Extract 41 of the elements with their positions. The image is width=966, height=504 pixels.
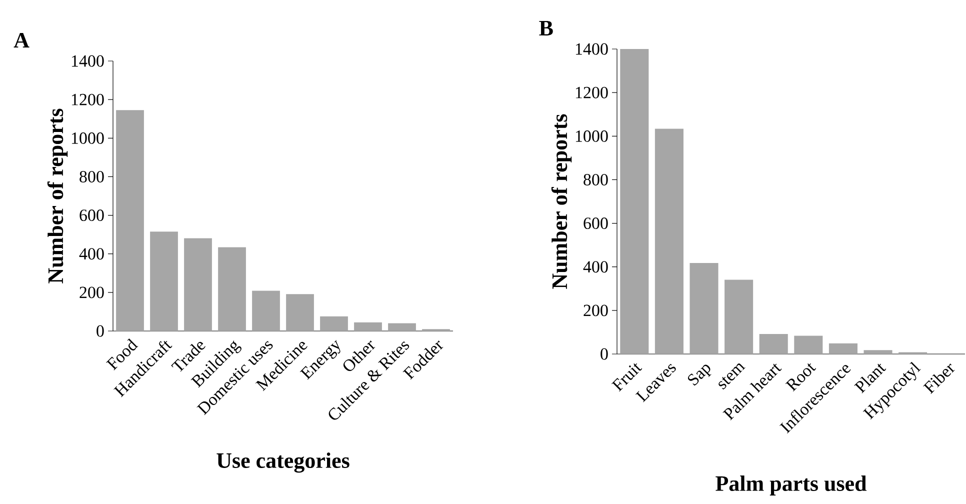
bar — [116, 110, 144, 331]
y-tick-label: 1400 — [576, 43, 608, 55]
y-axis-title: Number of reports — [47, 108, 68, 284]
y-tick-label: 0 — [600, 348, 608, 360]
bar — [184, 238, 212, 331]
y-tick-label: 800 — [584, 174, 608, 186]
bar — [654, 128, 684, 354]
bar — [724, 280, 754, 354]
y-tick-label: 1400 — [72, 55, 104, 67]
y-tick-label: 1200 — [576, 86, 608, 98]
x-tick-label: Sap — [688, 364, 712, 386]
bar — [828, 343, 858, 354]
y-tick-label: 400 — [79, 248, 104, 260]
x-axis-title: Use categories — [216, 452, 350, 473]
bar — [320, 316, 348, 331]
bar — [620, 49, 649, 354]
bar — [354, 322, 382, 331]
x-axis-title: Palm parts used — [716, 476, 867, 496]
chart-title: A — [14, 32, 30, 48]
chart-title: B — [539, 20, 553, 36]
bar — [252, 290, 280, 331]
bar — [218, 247, 246, 331]
x-tick-label: stem — [718, 363, 746, 390]
bar — [690, 262, 718, 354]
y-tick-label: 600 — [584, 218, 608, 230]
y-tick-label: 0 — [96, 325, 104, 337]
y-tick-label: 1200 — [72, 94, 104, 106]
y-tick-label: 1000 — [576, 130, 608, 142]
y-tick-label: 1000 — [72, 132, 104, 144]
bar — [864, 350, 892, 354]
y-tick-label: 200 — [584, 304, 608, 316]
bar — [388, 323, 416, 331]
bar — [794, 336, 823, 354]
y-tick-label: 600 — [80, 210, 104, 222]
bar — [286, 294, 314, 331]
bar — [759, 334, 788, 354]
y-tick-label: 200 — [80, 286, 104, 298]
y-axis-title: Number of reports — [551, 114, 572, 289]
y-tick-label: 400 — [583, 261, 608, 273]
y-tick-label: 800 — [80, 170, 104, 182]
bar — [150, 232, 178, 331]
